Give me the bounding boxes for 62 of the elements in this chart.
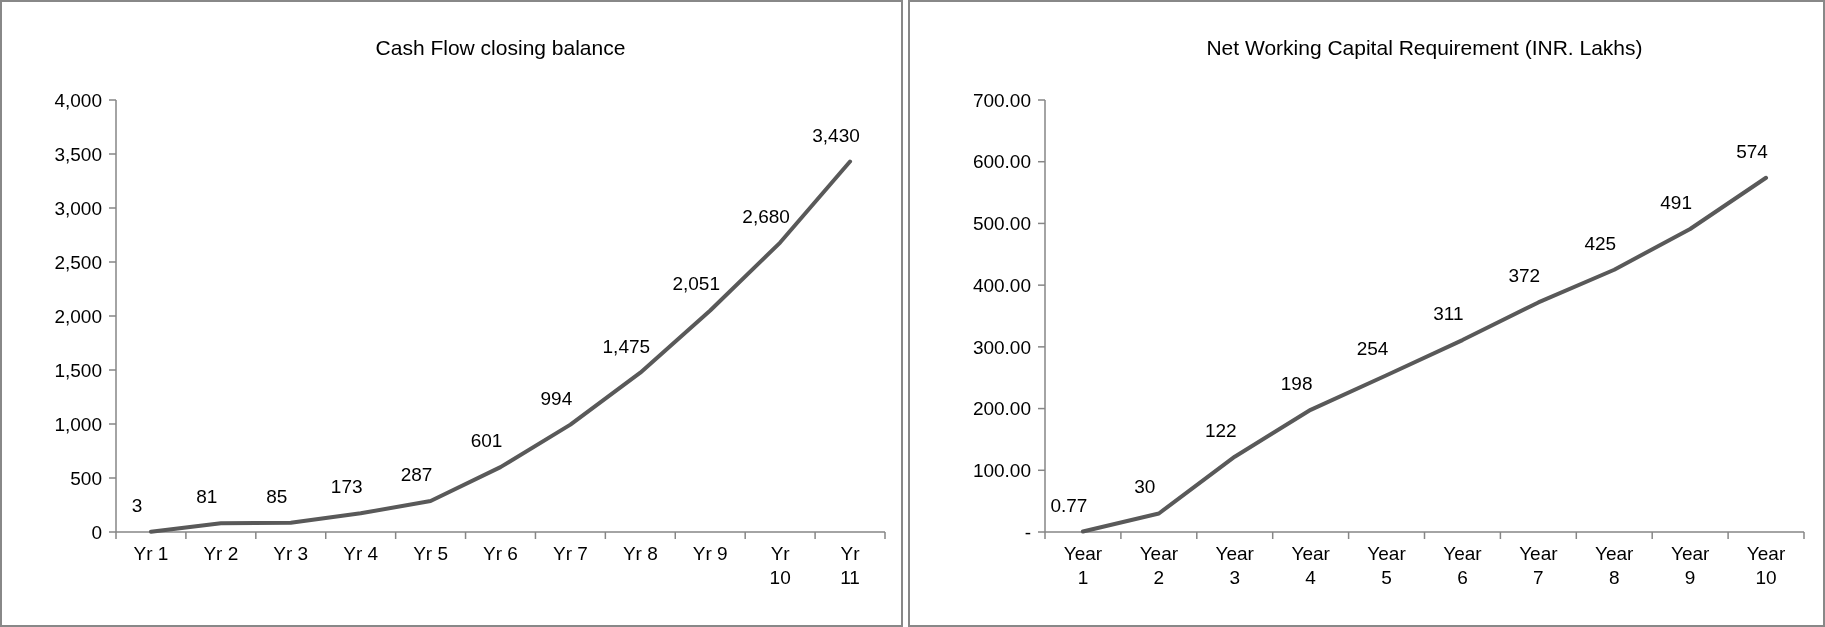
x-tick-label: Year 1 xyxy=(1063,543,1103,588)
x-tick-label: Year 2 xyxy=(1139,543,1179,588)
data-label: 1,475 xyxy=(602,335,651,357)
x-tick-label: Year 5 xyxy=(1367,543,1407,588)
data-label: 254 xyxy=(1356,338,1389,360)
x-tick-label: Yr 1 xyxy=(133,543,169,564)
x-tick-label: Year 3 xyxy=(1215,543,1255,588)
y-tick-label: 500.00 xyxy=(972,213,1031,235)
y-tick-label: 100.00 xyxy=(972,459,1031,481)
data-label: 287 xyxy=(400,464,433,485)
x-tick-label: Yr 11 xyxy=(840,543,861,588)
data-label: 994 xyxy=(540,387,573,409)
y-tick-label: 2,000 xyxy=(54,305,102,327)
data-label: 81 xyxy=(196,486,218,508)
data-label: 2,051 xyxy=(672,273,720,295)
data-label: 3,430 xyxy=(812,124,860,146)
x-tick-label: Year 6 xyxy=(1443,543,1483,588)
x-tick-label: Year 4 xyxy=(1291,543,1331,588)
x-tick-label: Yr 6 xyxy=(483,543,518,564)
y-tick-label: 0 xyxy=(91,521,102,543)
data-label: 574 xyxy=(1736,140,1769,162)
data-label: 3 xyxy=(131,494,143,516)
data-label: 491 xyxy=(1660,191,1692,213)
data-label: 372 xyxy=(1508,265,1541,287)
data-label: 425 xyxy=(1584,232,1617,254)
y-tick-label: 600.00 xyxy=(972,151,1031,173)
y-tick-label: 3,000 xyxy=(54,197,102,219)
data-label: 0.77 xyxy=(1050,494,1088,516)
x-tick-label: Yr 9 xyxy=(692,543,728,564)
data-label: 85 xyxy=(266,485,288,507)
y-tick-label: 300.00 xyxy=(972,336,1031,358)
x-tick-label: Yr 10 xyxy=(769,543,791,588)
x-tick-label: Yr 8 xyxy=(622,543,658,564)
y-tick-label: 500 xyxy=(70,467,102,489)
chart-title: Net Working Capital Requirement (INR. Lakhs) xyxy=(1206,36,1643,59)
x-tick-label: Year 8 xyxy=(1595,543,1635,588)
x-tick-label: Yr 2 xyxy=(203,543,239,564)
data-label: 122 xyxy=(1204,419,1237,441)
y-tick-label: 1,500 xyxy=(54,359,102,381)
x-tick-label: Yr 3 xyxy=(273,543,309,564)
line-series xyxy=(148,159,853,534)
y-tick-label: 200.00 xyxy=(972,398,1031,420)
x-tick-label: Year 10 xyxy=(1746,543,1786,588)
x-tick-label: Yr 4 xyxy=(343,543,379,564)
chart-title: Cash Flow closing balance xyxy=(375,36,626,59)
data-label: 601 xyxy=(470,430,503,452)
data-label: 198 xyxy=(1280,372,1313,394)
y-tick-label: - xyxy=(1024,521,1031,543)
x-tick-label: Yr 5 xyxy=(413,543,449,564)
x-tick-label: Year 9 xyxy=(1670,543,1711,588)
y-tick-label: 3,500 xyxy=(54,143,102,165)
data-label: 173 xyxy=(330,476,363,498)
data-label: 2,680 xyxy=(742,205,790,227)
data-label: 311 xyxy=(1433,303,1464,325)
y-tick-label: 2,500 xyxy=(54,251,102,273)
y-tick-label: 1,000 xyxy=(54,413,102,435)
x-tick-label: Yr 7 xyxy=(552,543,588,564)
y-tick-label: 400.00 xyxy=(972,274,1031,296)
y-tick-label: 700.00 xyxy=(972,89,1031,111)
x-tick-label: Year 7 xyxy=(1519,543,1559,588)
data-label: 30 xyxy=(1134,476,1156,498)
y-tick-label: 4,000 xyxy=(54,89,102,111)
